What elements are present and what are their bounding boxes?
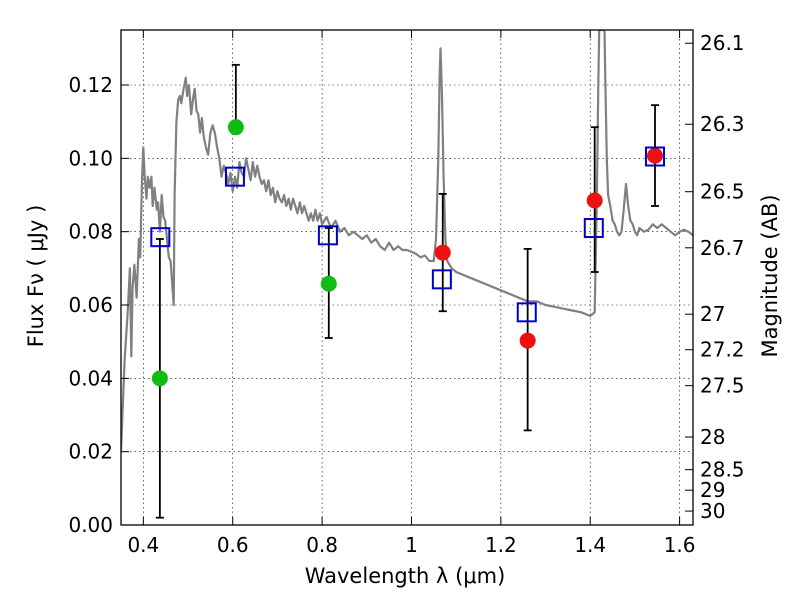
observed-point [519,332,536,349]
model-sed-layer [121,30,693,452]
y2-tick-label: 26.3 [700,112,745,136]
model-band-square [431,269,452,290]
y-tick-label: 0.04 [68,366,113,390]
observed-point [320,275,337,292]
x-tick-label: 0.4 [127,533,159,557]
y-tick-label: 0.06 [68,293,113,317]
y-tick-label: 0.10 [68,146,113,170]
y2-tick-label: 28 [700,425,725,449]
y-tick-label: 0.00 [68,513,113,537]
y2-tick-label: 27 [700,302,725,326]
model-band-square [224,166,245,187]
x-tick-label: 1.2 [485,533,517,557]
y-tick-label: 0.08 [68,220,113,244]
x-tick-label: 1.6 [664,533,696,557]
observed-point [586,192,603,209]
y-axis-label: Flux Fν ( μJy ) [24,205,48,348]
plot-frame [120,29,694,526]
observed-point [434,244,451,261]
model-band-square [516,302,537,323]
model-sed-line [121,30,693,452]
y-tick-label: 0.12 [68,73,113,97]
model-band-square [645,146,666,167]
y2-tick-label: 30 [700,499,725,523]
y-tick-labels: 0.00 0.02 0.04 0.06 0.08 0.10 0.12 [68,73,113,537]
model-band-square [150,227,171,248]
grid-lines [121,30,693,526]
y2-tick-label: 28.5 [700,458,745,482]
y2-axis-label: Magnitude (AB) [758,194,782,357]
y2-tick-label: 26.5 [700,180,745,204]
y2-tick-label: 27.2 [700,338,745,362]
observed-point [151,370,168,387]
marker-layer [150,119,666,387]
model-band-square [583,218,604,238]
y2-tick-label: 27.5 [700,374,745,398]
x-tick-labels: 0.4 0.6 0.8 1 1.2 1.4 1.6 [127,533,695,557]
x-tick-label: 0.8 [306,533,338,557]
x-tick-label: 1.4 [574,533,606,557]
y2-tick-label: 29 [700,478,725,502]
x-tick-label: 0.6 [217,533,249,557]
y2-tick-label: 26.1 [700,31,745,55]
y2-tick-label: 26.7 [700,236,745,260]
x-tick-label: 1 [405,533,418,557]
x-axis-label: Wavelength λ (μm) [305,564,506,588]
tick-marks [121,30,693,526]
observed-point [647,147,664,164]
y-tick-label: 0.02 [68,440,113,464]
observed-point [227,119,244,136]
model-band-square [317,225,338,246]
